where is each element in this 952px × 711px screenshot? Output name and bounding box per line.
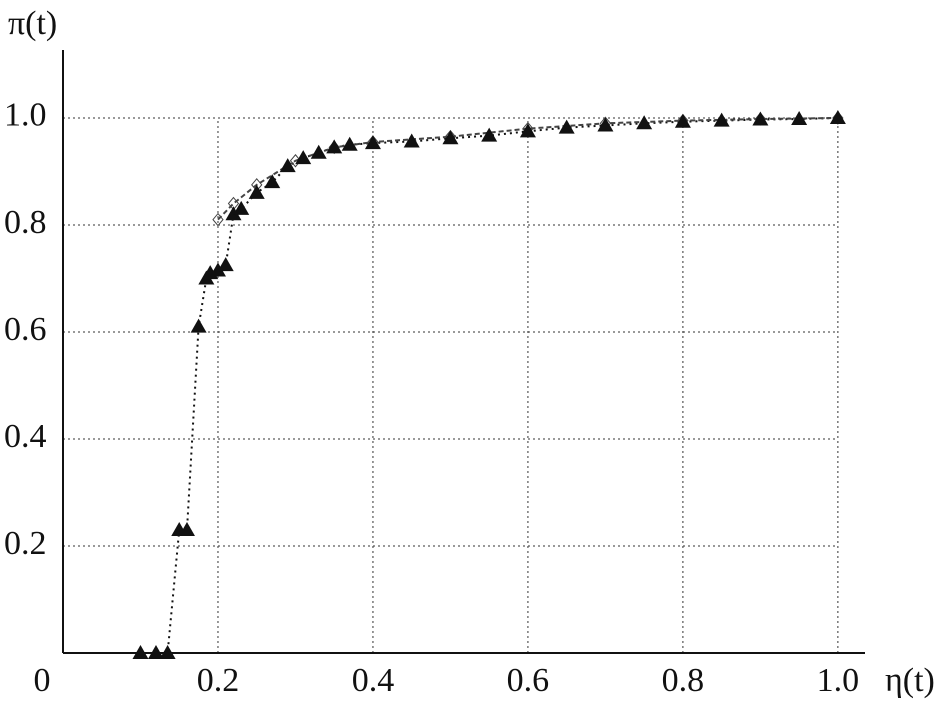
marker	[829, 109, 846, 124]
marker	[264, 174, 281, 189]
marker	[364, 135, 381, 150]
y-tick-label: 0.2	[4, 525, 47, 562]
marker	[279, 158, 296, 173]
x-tick-label: 0.2	[197, 662, 240, 699]
x-tick-label: 1.0	[817, 662, 860, 699]
y-axis-label: π(t)	[8, 5, 57, 42]
y-tick-label: 0.8	[4, 204, 47, 241]
marker	[791, 111, 808, 126]
marker	[341, 136, 358, 151]
marker	[403, 133, 420, 148]
marker	[147, 645, 164, 659]
marker	[178, 521, 195, 536]
x-axis-label: η(t)	[885, 662, 935, 699]
marker	[159, 645, 176, 659]
marker	[326, 139, 343, 154]
marker	[132, 645, 149, 659]
marker	[212, 212, 224, 227]
x-tick-label: 0.4	[352, 662, 395, 699]
marker	[558, 119, 575, 134]
marker	[752, 111, 769, 126]
marker	[217, 257, 234, 272]
y-tick-label: 0.4	[4, 418, 47, 455]
marker	[225, 206, 242, 221]
marker	[636, 115, 653, 130]
marker	[713, 112, 730, 127]
x-tick-label: 0.6	[507, 662, 550, 699]
marker	[674, 113, 691, 128]
marker	[248, 184, 265, 199]
x-tick-label: 0.8	[662, 662, 705, 699]
series-line	[140, 116, 838, 654]
marker	[295, 150, 312, 165]
marker	[233, 200, 250, 215]
marker	[442, 130, 459, 145]
marker	[310, 144, 327, 159]
marker	[597, 117, 614, 132]
marker	[519, 123, 536, 138]
y-tick-label: 0.6	[4, 311, 47, 348]
y-tick-label: 1.0	[4, 97, 47, 134]
marker	[481, 127, 498, 142]
marker	[209, 262, 226, 277]
marker	[190, 318, 207, 333]
origin-label: 0	[34, 662, 51, 699]
